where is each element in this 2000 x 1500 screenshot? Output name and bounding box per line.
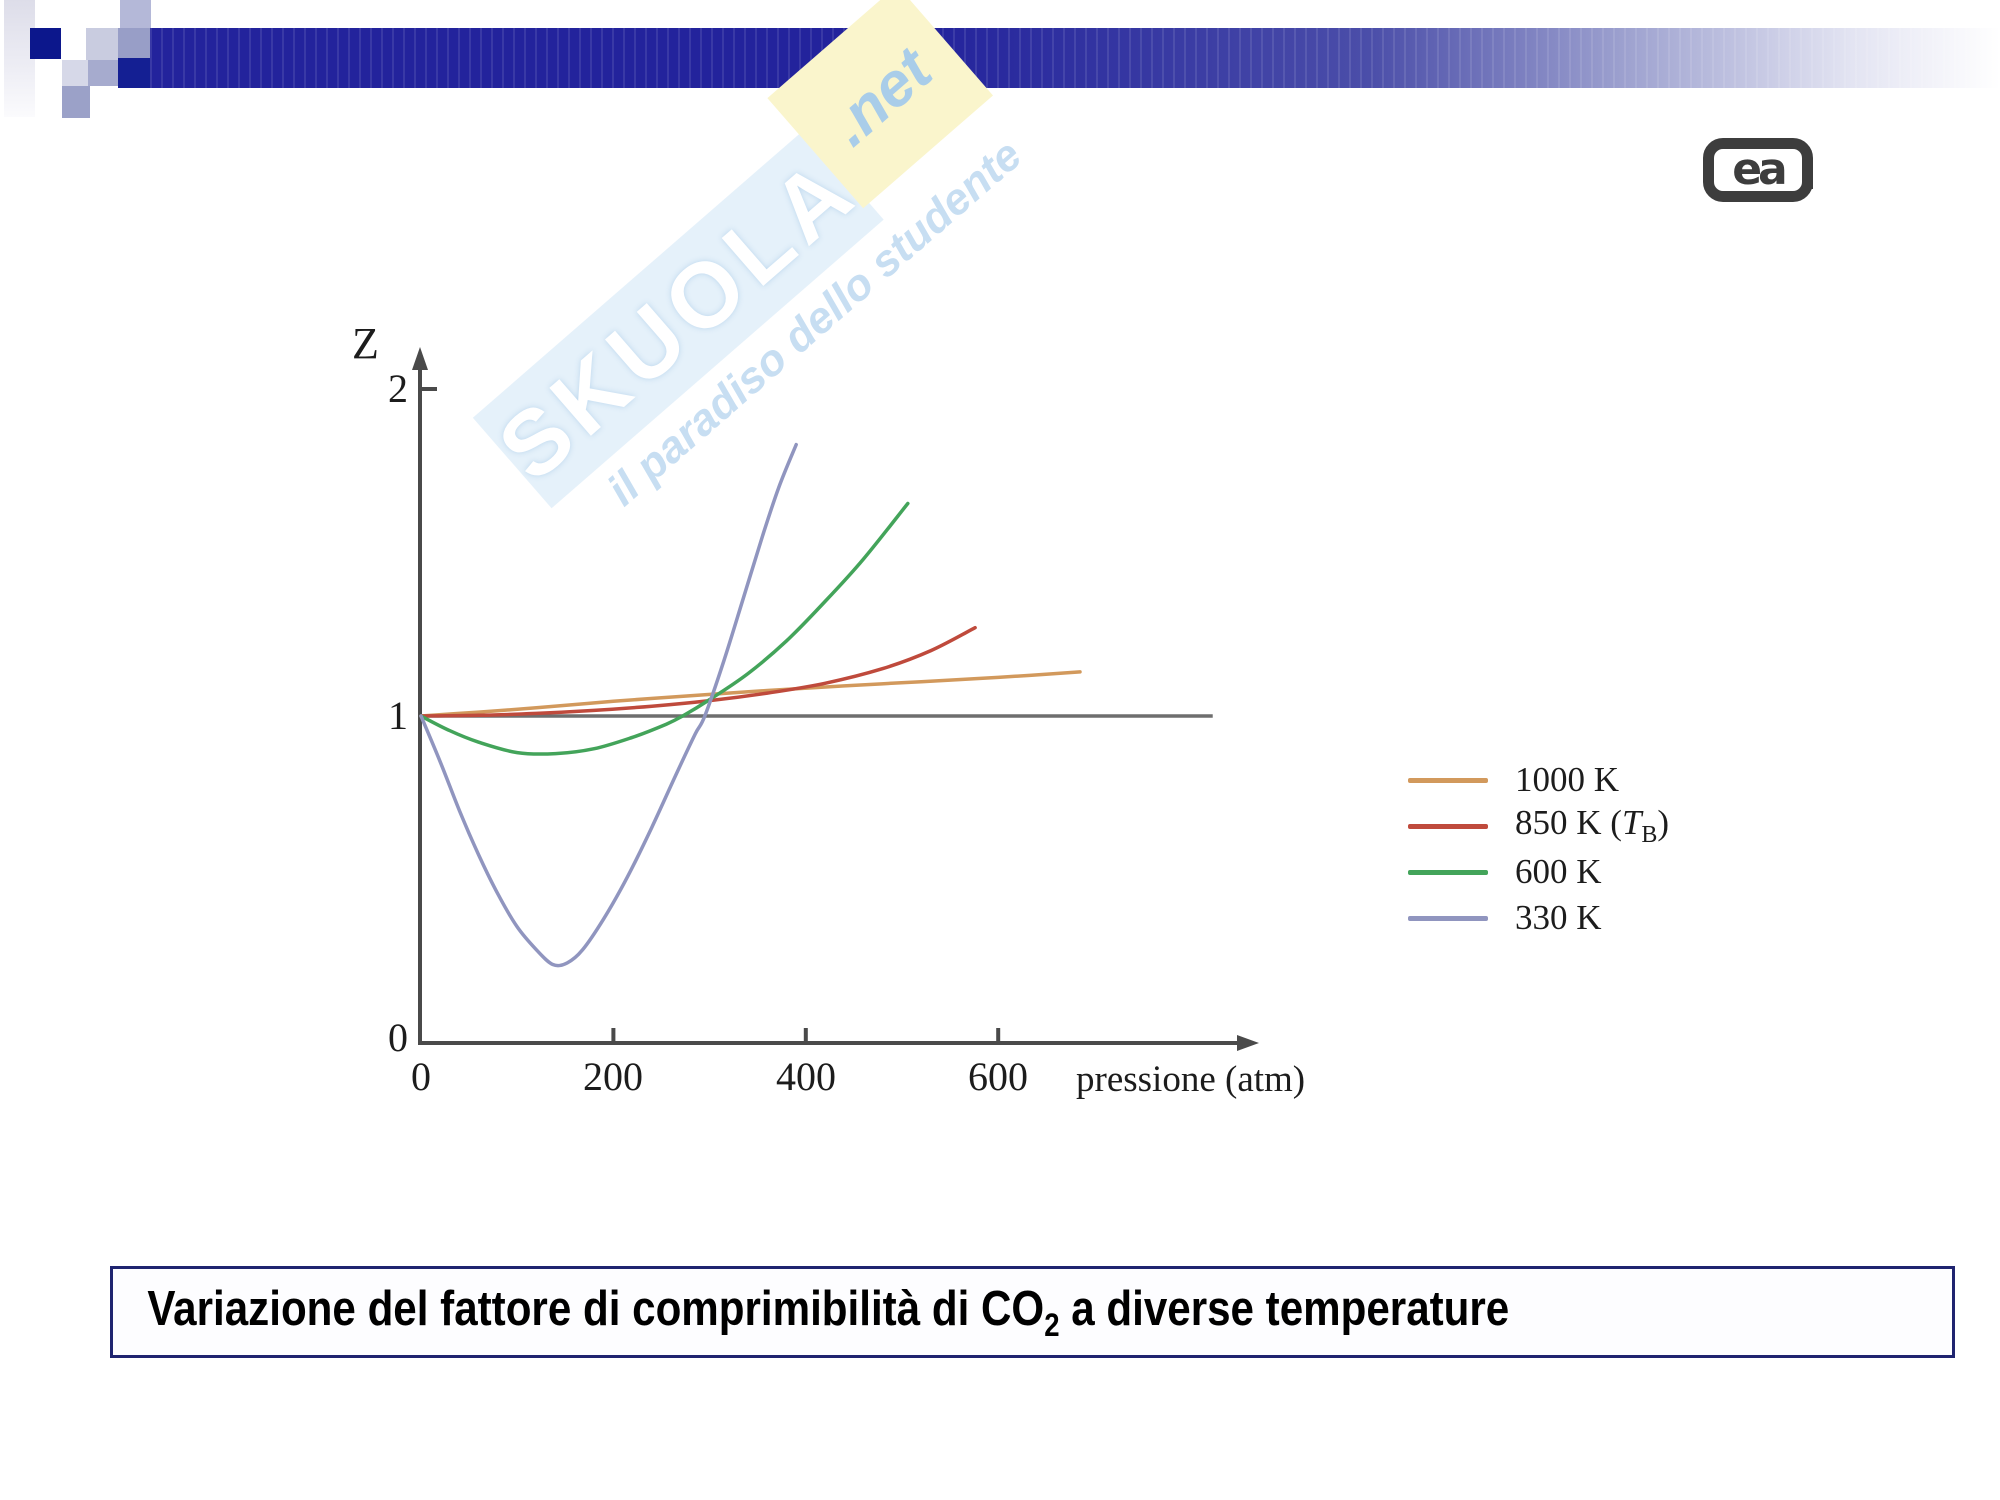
caption-box: Variazione del fattore di comprimibilità… — [110, 1266, 1955, 1358]
legend-swatch-1000k — [1408, 777, 1488, 783]
publisher-logo-text: ea — [1732, 144, 1788, 195]
x-tick-label-200: 200 — [583, 1054, 643, 1099]
header-square — [88, 60, 120, 86]
legend-item-330k: 330 K — [1408, 895, 1669, 941]
publisher-logo-notch — [1804, 173, 1813, 189]
legend-item-850k: 850 K (TB) — [1408, 803, 1669, 849]
x-tick-label-400: 400 — [776, 1054, 836, 1099]
watermark: SKUOLA .net il paradiso dello studente — [447, 0, 1031, 553]
legend-swatch-600k — [1408, 869, 1488, 875]
y-tick-label-1: 1 — [388, 693, 408, 738]
header-square — [118, 58, 154, 88]
header-bar — [150, 28, 2000, 88]
caption-text: Variazione del fattore di comprimibilità… — [147, 1281, 1510, 1343]
watermark-net-text: .net — [815, 34, 945, 159]
header-square — [30, 28, 61, 59]
header-square — [118, 28, 152, 60]
publisher-logo: ea — [1703, 138, 1813, 202]
x-tick-label-600: 600 — [968, 1054, 1028, 1099]
y-tick-label-2: 2 — [388, 366, 408, 411]
header-corner-strip — [4, 0, 35, 117]
header-square — [62, 60, 88, 86]
chart-legend: 1000 K 850 K (TB) 600 K 330 K — [1408, 757, 1669, 941]
legend-swatch-330k — [1408, 915, 1488, 921]
legend-swatch-850k — [1408, 823, 1488, 829]
legend-label-850k: 850 K (TB) — [1515, 803, 1670, 848]
legend-label-600k: 600 K — [1515, 852, 1602, 891]
header-square — [62, 86, 90, 118]
x-tick-label-0: 0 — [411, 1054, 431, 1099]
header-square — [86, 28, 118, 60]
legend-label-330k: 330 K — [1515, 898, 1602, 937]
legend-item-1000k: 1000 K — [1408, 757, 1669, 803]
y-axis-title: Z — [352, 319, 379, 368]
y-tick-label-0: 0 — [388, 1015, 408, 1060]
legend-item-600k: 600 K — [1408, 849, 1669, 895]
legend-label-1000k: 1000 K — [1515, 760, 1620, 799]
x-axis-title: pressione (atm) — [1076, 1059, 1306, 1100]
header-square — [120, 0, 151, 28]
